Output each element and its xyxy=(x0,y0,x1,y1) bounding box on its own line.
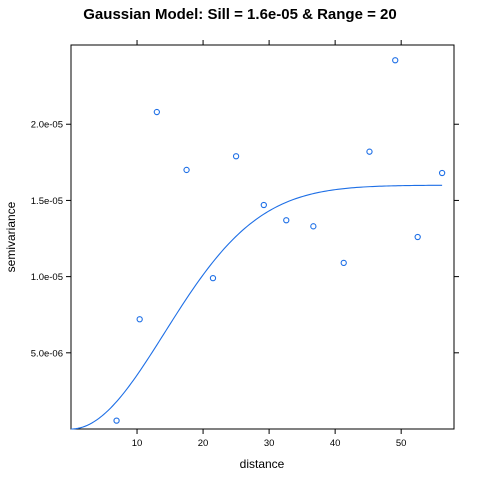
data-point xyxy=(153,108,160,116)
y-tick-label: 1.0e-05 xyxy=(31,272,63,283)
data-point xyxy=(232,153,240,160)
x-axis: 10 20 30 40 50 xyxy=(132,40,407,449)
data-point xyxy=(438,169,446,177)
x-tick-label: 40 xyxy=(330,438,341,449)
x-tick-label: 20 xyxy=(198,438,209,449)
data-point xyxy=(113,417,120,424)
data-point xyxy=(136,316,143,323)
data-point xyxy=(283,217,290,224)
semivariance-points xyxy=(113,57,446,424)
data-point xyxy=(260,201,267,209)
x-tick-label: 30 xyxy=(264,438,275,449)
y-tick-label: 5.0e-06 xyxy=(31,348,63,359)
data-point xyxy=(366,148,373,155)
plot-frame xyxy=(70,44,455,430)
y-tick-label: 1.5e-05 xyxy=(31,196,63,207)
y-tick-label: 2.0e-05 xyxy=(31,120,63,131)
data-point xyxy=(310,223,317,230)
data-point xyxy=(340,259,347,267)
y-axis: 5.0e-06 1.0e-05 1.5e-05 2.0e-05 xyxy=(31,120,459,359)
x-tick-label: 50 xyxy=(396,438,407,449)
y-axis-label: semivariance xyxy=(4,201,18,272)
data-point xyxy=(414,233,421,241)
x-axis-label: distance xyxy=(240,457,285,471)
chart-title: Gaussian Model: Sill = 1.6e-05 & Range =… xyxy=(83,6,396,23)
gaussian-model-curve xyxy=(70,184,443,430)
data-point xyxy=(392,57,399,64)
x-tick-label: 10 xyxy=(132,438,143,449)
data-point xyxy=(183,166,190,174)
data-point xyxy=(209,274,217,282)
